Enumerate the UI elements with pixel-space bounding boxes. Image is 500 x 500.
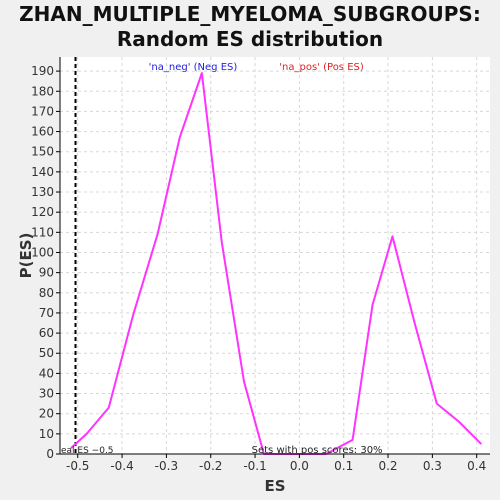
pos-es-label: 'na_pos' (Pos ES) [279, 62, 364, 73]
title-line-1: ZHAN_MULTIPLE_MYELOMA_SUBGROUPS: [19, 2, 481, 26]
y-tick-label: 0 [46, 447, 54, 461]
data-point [351, 439, 354, 441]
x-tick-label: 0.4 [467, 459, 486, 473]
x-tick-label: -0.2 [199, 459, 222, 473]
y-tick-label: 100 [31, 245, 54, 259]
y-tick-label: 30 [39, 387, 54, 401]
title-line-2: Random ES distribution [116, 27, 384, 51]
y-tick-label: 40 [39, 366, 54, 380]
y-tick-label: 120 [31, 205, 54, 219]
y-tick-label: 70 [39, 306, 54, 320]
x-tick-label: -0.4 [110, 459, 133, 473]
y-tick-label: 140 [31, 165, 54, 179]
neg-es-label: 'na_neg' (Neg ES) [149, 62, 238, 73]
y-tick-label: 150 [31, 145, 54, 159]
y-tick-label: 90 [39, 266, 54, 280]
data-point [201, 72, 203, 74]
data-point [480, 443, 482, 445]
data-point [85, 433, 88, 435]
data-point [414, 322, 416, 324]
x-tick-label: 0.1 [334, 459, 353, 473]
y-tick-label: 170 [31, 104, 54, 118]
y-tick-label: 190 [31, 64, 54, 78]
data-point [108, 407, 110, 409]
x-tick-label: 0.0 [290, 459, 309, 473]
y-tick-label: 60 [39, 326, 54, 340]
y-tick-label: 20 [39, 407, 54, 421]
x-tick-label: -0.1 [243, 459, 266, 473]
x-tick-label: 0.2 [378, 459, 397, 473]
data-point [371, 304, 374, 306]
axes: 0 10 20 30 40 50 60 70 80 90 100 110 120 130 140 150 160… [31, 57, 490, 473]
x-tick-label: -0.5 [66, 459, 89, 473]
y-tick-label: 110 [31, 225, 54, 239]
data-point [179, 137, 181, 139]
annotations: 'na_neg' (Neg ES) 'na_pos' (Pos ES) eal … [61, 62, 383, 456]
y-axis-label: P(ES) [17, 233, 35, 279]
x-axis-label: ES [264, 477, 285, 495]
pos-scores-label: Sets with pos scores: 30% [252, 445, 383, 456]
data-point [156, 233, 159, 235]
real-es-label: eal ES −0.5 [61, 446, 114, 456]
y-tick-label: 160 [31, 125, 54, 139]
chart-title: ZHAN_MULTIPLE_MYELOMA_SUBGROUPS: Random … [0, 2, 500, 52]
data-point [221, 241, 223, 244]
y-tick-label: 180 [31, 84, 54, 98]
grid [60, 57, 490, 455]
y-tick-label: 10 [39, 427, 54, 441]
x-tick-label: 0.3 [423, 459, 442, 473]
data-point [70, 447, 72, 449]
data-point [436, 403, 438, 405]
y-tick-label: 130 [31, 185, 54, 199]
data-point [391, 235, 394, 237]
data-point [458, 421, 460, 423]
x-tick-label: -0.3 [155, 459, 178, 473]
y-tick-label: 50 [39, 346, 54, 360]
y-tick-label: 80 [39, 286, 54, 300]
data-point [132, 314, 134, 316]
plot-area [60, 57, 490, 454]
data-point [243, 380, 245, 383]
